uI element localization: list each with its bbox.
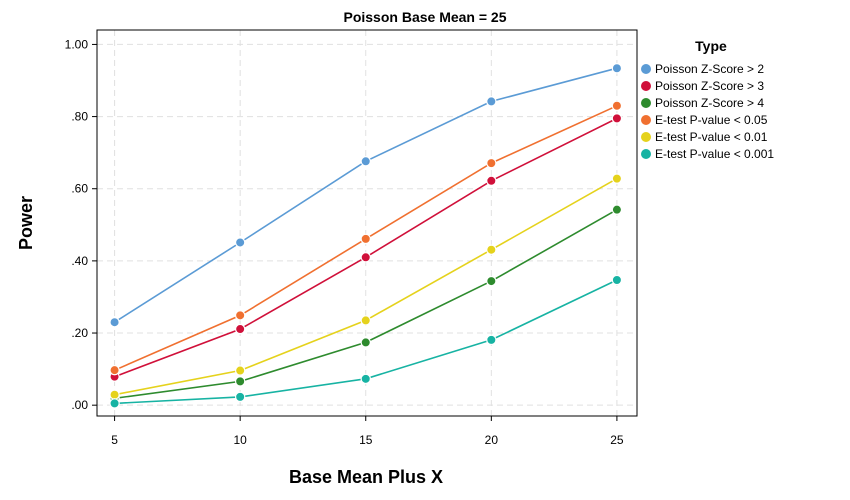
legend-marker — [641, 81, 651, 91]
y-tick-label: .80 — [71, 110, 88, 124]
legend-label: Poisson Z-Score > 4 — [655, 96, 764, 110]
x-tick-label: 10 — [233, 433, 247, 447]
data-point — [234, 323, 246, 335]
legend-title: Type — [695, 38, 727, 54]
x-tick-label: 5 — [111, 433, 118, 447]
x-axis-title: Base Mean Plus X — [289, 467, 443, 487]
data-point — [611, 63, 623, 74]
y-tick-label: 1.00 — [65, 37, 89, 51]
plot-frame — [96, 29, 638, 417]
data-point — [234, 376, 246, 387]
data-points — [109, 63, 623, 409]
data-point — [486, 275, 497, 287]
data-point — [360, 315, 371, 326]
x-tick-label: 25 — [610, 433, 624, 447]
y-tick-label: .20 — [71, 326, 88, 340]
y-axis-title: Power — [16, 196, 36, 250]
legend-marker — [641, 115, 651, 125]
y-tick-label: .60 — [71, 182, 88, 196]
legend-marker — [641, 64, 651, 74]
y-tick-label: .40 — [71, 254, 88, 268]
data-point — [360, 252, 371, 263]
data-point — [234, 365, 246, 376]
data-point — [611, 173, 623, 184]
legend-label: E-test P-value < 0.01 — [655, 130, 768, 144]
gridlines — [97, 30, 637, 416]
y-tick-label: .00 — [71, 398, 88, 412]
data-point — [360, 233, 371, 245]
data-point — [234, 391, 246, 403]
data-point — [611, 113, 623, 124]
data-point — [486, 175, 497, 186]
x-tick-label: 15 — [359, 433, 373, 447]
legend-marker — [641, 98, 651, 108]
data-point — [109, 364, 120, 376]
y-axis: .00 .20 .40 .60 .80 1.00 — [65, 37, 97, 412]
legend-marker — [641, 149, 651, 159]
data-point — [611, 100, 623, 111]
data-point — [109, 317, 120, 328]
data-point — [360, 373, 371, 385]
data-point — [486, 96, 497, 107]
legend-label: Poisson Z-Score > 2 — [655, 62, 764, 76]
data-point — [486, 244, 497, 255]
data-point — [234, 310, 246, 321]
data-point — [360, 156, 371, 167]
x-axis: 5 10 15 20 25 — [111, 416, 624, 447]
data-point — [109, 389, 120, 400]
data-point — [486, 157, 497, 169]
legend: Type Poisson Z-Score > 2 Poisson Z-Score … — [641, 38, 774, 161]
data-point — [611, 274, 623, 286]
chart-title: Poisson Base Mean = 25 — [343, 9, 506, 25]
data-point — [486, 334, 497, 346]
data-point — [234, 237, 246, 248]
data-point — [109, 398, 120, 409]
data-point — [360, 337, 371, 348]
legend-label: E-test P-value < 0.05 — [655, 113, 768, 127]
legend-label: Poisson Z-Score > 3 — [655, 79, 764, 93]
x-tick-label: 20 — [485, 433, 499, 447]
data-point — [611, 204, 623, 215]
legend-label: E-test P-value < 0.001 — [655, 147, 774, 161]
legend-marker — [641, 132, 651, 142]
